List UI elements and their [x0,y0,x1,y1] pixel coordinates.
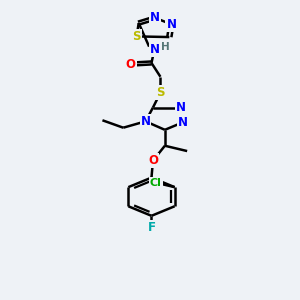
Text: N: N [149,43,160,56]
Text: O: O [126,58,136,70]
Text: N: N [176,101,186,114]
Text: H: H [161,43,170,52]
Text: N: N [167,18,176,31]
Text: F: F [148,220,155,234]
Text: N: N [178,116,188,129]
Text: S: S [156,86,165,99]
Text: S: S [132,30,141,43]
Text: O: O [148,154,158,167]
Text: N: N [140,115,151,128]
Text: N: N [150,11,160,24]
Text: Cl: Cl [150,178,162,188]
